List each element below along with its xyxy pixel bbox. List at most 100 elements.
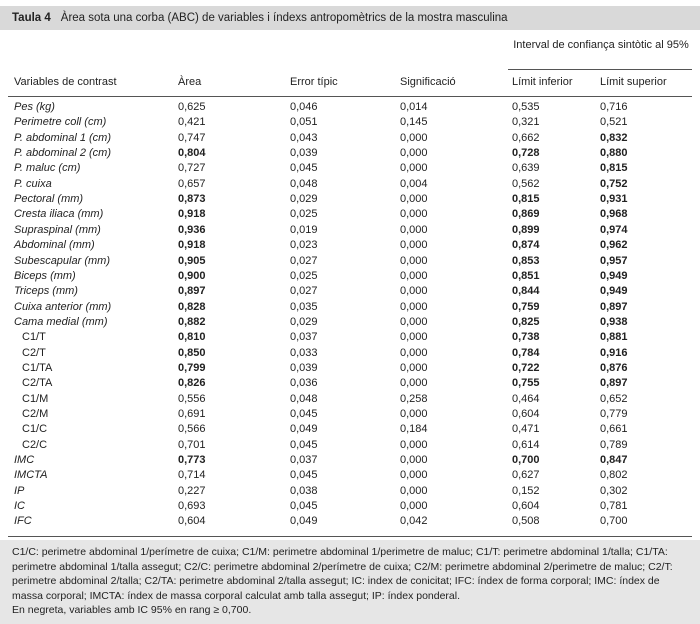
row-label: IP	[14, 484, 25, 497]
cell: 0,657	[178, 177, 206, 190]
table-row: P. maluc (cm) 0,727 0,045 0,000 0,639 0,815	[0, 161, 700, 176]
column-header: Error típic	[290, 76, 338, 88]
cell: 0,000	[400, 469, 428, 482]
row-label: Cuixa anterior (mm)	[14, 300, 112, 313]
cell: 0,897	[600, 377, 628, 390]
cell: 0,258	[400, 392, 428, 405]
row-label: IMC	[14, 454, 35, 467]
table-row: Cresta iliaca (mm) 0,918 0,025 0,000 0,869 0,…	[0, 207, 700, 222]
table-row: Triceps (mm) 0,897 0,027 0,000 0,844 0,949	[0, 284, 700, 299]
cell: 0,302	[600, 484, 628, 497]
cell: 0,604	[512, 408, 540, 420]
table-row: Cuixa anterior (mm) 0,828 0,035 0,000 0,759 0…	[0, 300, 700, 315]
cell: 0,949	[600, 269, 628, 282]
table-row: Supraspinal (mm) 0,936 0,019 0,000 0,899 0,97…	[0, 223, 700, 238]
cell: 0,899	[512, 223, 540, 236]
row-label: C1/C	[22, 423, 48, 436]
footnote: En negreta, variables amb IC 95% en rang…	[12, 604, 252, 616]
cell: 0,747	[178, 131, 206, 144]
cell: 0,752	[600, 177, 628, 190]
cell: 0,844	[512, 285, 540, 298]
row-label: C1/T	[22, 331, 46, 344]
header-row: Variables de contrast Àrea Error típic Sign…	[0, 75, 700, 90]
cell: 0,000	[400, 193, 428, 206]
table-row: Biceps (mm) 0,900 0,025 0,000 0,851 0,949	[0, 269, 700, 284]
cell: 0,722	[512, 361, 540, 374]
cell: 0,000	[400, 315, 428, 328]
cell: 0,957	[600, 254, 628, 267]
cell: 0,873	[178, 193, 206, 206]
cell: 0,897	[178, 285, 206, 298]
cell: 0,802	[600, 469, 628, 482]
row-label: Supraspinal (mm)	[14, 223, 101, 236]
cell: 0,029	[290, 193, 318, 206]
cell: 0,604	[178, 515, 206, 528]
cell: 0,639	[512, 162, 540, 175]
cell: 0,691	[178, 408, 206, 420]
column-header: Límit superior	[600, 76, 667, 88]
rule	[8, 536, 692, 537]
table-row: P. abdominal 2 (cm) 0,804 0,039 0,000 0,728 0…	[0, 146, 700, 161]
column-header: Variables de contrast	[14, 76, 117, 88]
cell: 0,810	[178, 331, 206, 344]
cell: 0,949	[600, 285, 628, 298]
table-row: Cama medial (mm) 0,882 0,029 0,000 0,825 0,93…	[0, 315, 700, 330]
cell: 0,938	[600, 315, 628, 328]
table-row: C2/T 0,850 0,033 0,000 0,784 0,916	[0, 346, 700, 361]
cell: 0,738	[512, 331, 540, 344]
cell: 0,781	[600, 500, 628, 513]
cell: 0,014	[400, 101, 428, 113]
cell: 0,850	[178, 346, 206, 359]
cell: 0,614	[512, 438, 540, 451]
cell: 0,700	[512, 454, 540, 467]
cell: 0,625	[178, 101, 206, 113]
cell: 0,714	[178, 469, 206, 482]
column-header: Àrea	[178, 76, 202, 88]
cell: 0,045	[290, 500, 318, 513]
footnote: C1/C: perimetre abdominal 1/perímetre de…	[12, 546, 673, 602]
cell: 0,048	[290, 177, 318, 190]
cell: 0,000	[400, 254, 428, 267]
cell: 0,652	[600, 392, 628, 405]
row-label: C2/M	[22, 408, 49, 420]
cell: 0,045	[290, 408, 318, 420]
cell: 0,815	[600, 162, 628, 175]
cell: 0,779	[600, 408, 628, 420]
row-label: Pectoral (mm)	[14, 193, 84, 206]
cell: 0,918	[178, 239, 206, 252]
rule	[508, 69, 692, 70]
table-row: Pes (kg) 0,625 0,046 0,014 0,535 0,716	[0, 100, 700, 115]
cell: 0,000	[400, 147, 428, 160]
cell: 0,045	[290, 469, 318, 482]
cell: 0,974	[600, 223, 628, 236]
cell: 0,604	[512, 500, 540, 513]
cell: 0,853	[512, 254, 540, 267]
cell: 0,851	[512, 269, 540, 282]
cell: 0,918	[178, 208, 206, 221]
cell: 0,874	[512, 239, 540, 252]
cell: 0,832	[600, 131, 628, 144]
cell: 0,019	[290, 223, 318, 236]
cell: 0,042	[400, 515, 428, 528]
cell: 0,773	[178, 454, 206, 467]
cell: 0,004	[400, 177, 428, 190]
cell: 0,759	[512, 300, 540, 313]
row-label: Cama medial (mm)	[14, 315, 108, 328]
table-row: P. abdominal 1 (cm) 0,747 0,043 0,000 0,662 0…	[0, 131, 700, 146]
table-row: IP 0,227 0,038 0,000 0,152 0,302	[0, 484, 700, 499]
cell: 0,936	[178, 223, 206, 236]
cell: 0,804	[178, 147, 206, 160]
cell: 0,000	[400, 239, 428, 252]
cell: 0,962	[600, 239, 628, 252]
cell: 0,869	[512, 208, 540, 221]
cell: 0,562	[512, 177, 540, 190]
table-row: C2/C 0,701 0,045 0,000 0,614 0,789	[0, 438, 700, 453]
cell: 0,048	[290, 392, 318, 405]
cell: 0,727	[178, 162, 206, 175]
cell: 0,025	[290, 208, 318, 221]
cell: 0,000	[400, 331, 428, 344]
row-label: P. abdominal 2 (cm)	[14, 147, 112, 160]
cell: 0,825	[512, 315, 540, 328]
cell: 0,508	[512, 515, 540, 528]
